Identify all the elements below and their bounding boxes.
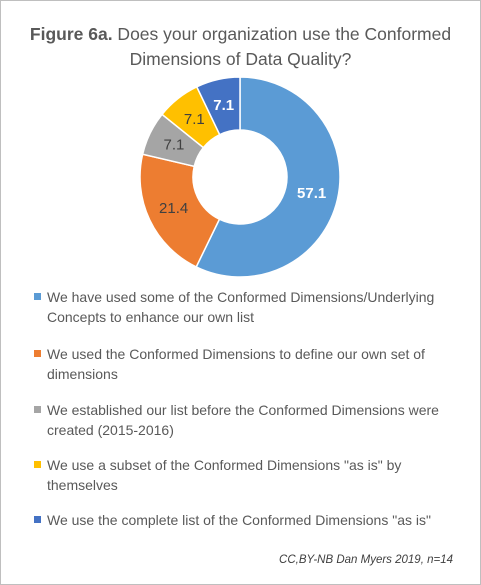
legend-swatch-1 <box>34 293 41 300</box>
chart-credit: CC,BY-NB Dan Myers 2019, n=14 <box>279 554 453 566</box>
legend-label-4: We use a subset of the Conformed Dimensi… <box>47 457 402 493</box>
chart-title-prefix: Figure 6a. <box>29 24 113 44</box>
donut-slice-2 <box>139 153 221 268</box>
donut-chart: 57.121.47.17.17.1 <box>139 76 341 278</box>
legend-swatch-2 <box>34 350 41 357</box>
legend-label-1: We have used some of the Conformed Dimen… <box>47 289 435 325</box>
legend-swatch-3 <box>34 406 41 413</box>
donut-data-label-3: 7.1 <box>163 136 184 153</box>
donut-data-label-4: 7.1 <box>184 111 205 128</box>
legend-label-5: We use the complete list of the Conforme… <box>47 512 431 528</box>
donut-data-label-1: 57.1 <box>297 185 326 202</box>
legend-label-2: We used the Conformed Dimensions to defi… <box>47 346 425 382</box>
donut-slice-5 <box>195 76 241 136</box>
chart-title-text: Does your organization use the Conformed… <box>112 24 452 69</box>
legend-swatch-4 <box>34 461 41 468</box>
legend-label-3: We established our list before the Confo… <box>47 402 439 438</box>
donut-data-label-5: 7.1 <box>213 97 234 114</box>
chart-title: Figure 6a. Does your organization use th… <box>0 22 481 72</box>
donut-data-label-2: 21.4 <box>159 200 188 217</box>
legend-swatch-5 <box>34 516 41 523</box>
donut-slice-1 <box>195 76 341 278</box>
